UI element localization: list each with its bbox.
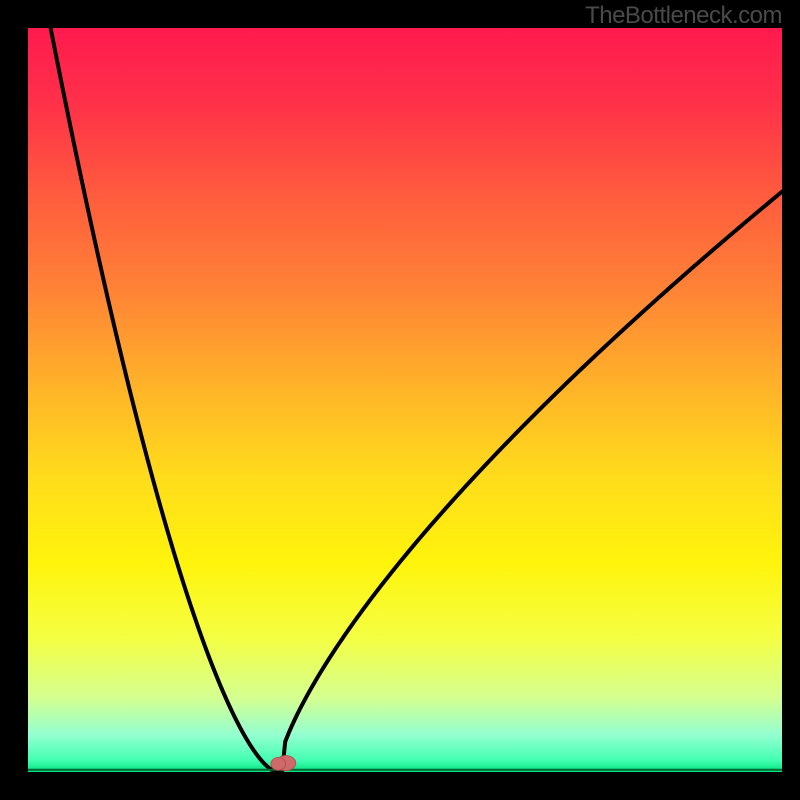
chart-container: TheBottleneck.com [0, 0, 800, 800]
current-config-marker-2 [271, 757, 286, 770]
watermark-text: TheBottleneck.com [585, 2, 782, 30]
bottleneck-chart [0, 0, 800, 800]
plot-area [28, 28, 782, 772]
